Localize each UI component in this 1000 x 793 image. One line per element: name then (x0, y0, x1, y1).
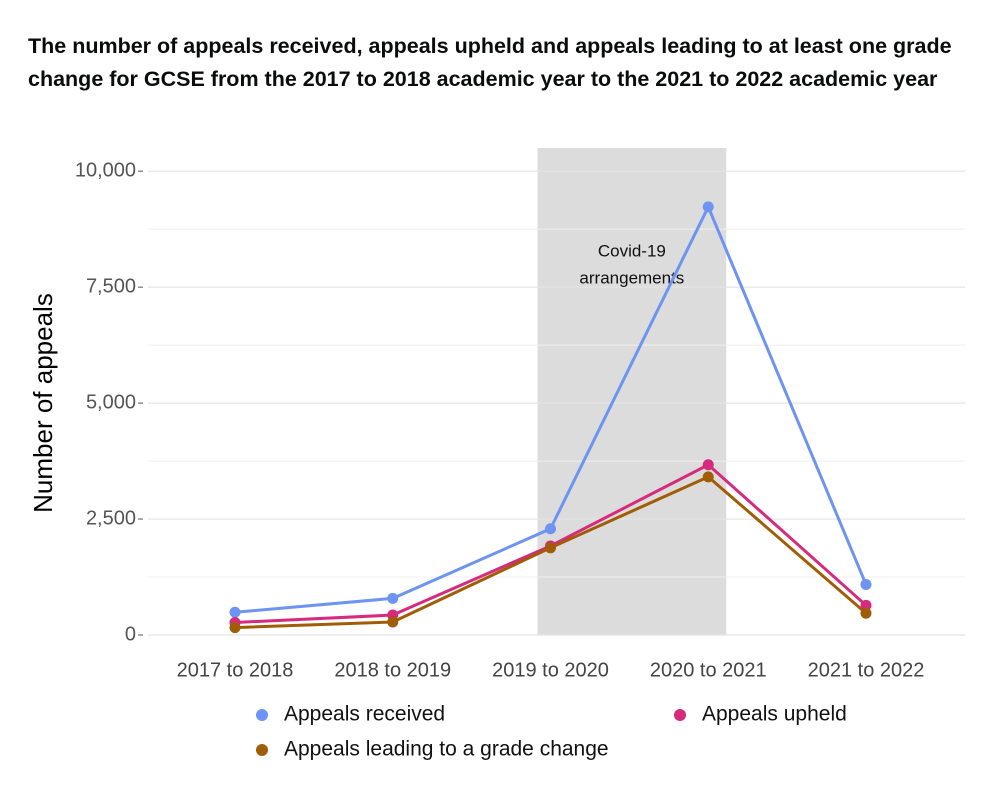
y-tick-label: 7,500 (86, 275, 136, 297)
data-point (860, 607, 872, 619)
annotation: arrangements (579, 268, 684, 287)
data-point (860, 599, 872, 611)
y-tick-label: 10,000 (75, 159, 136, 181)
data-point (702, 201, 714, 213)
data-point (387, 592, 399, 604)
data-point (545, 523, 556, 535)
data-point (702, 471, 714, 483)
data-point (229, 622, 241, 634)
legend-label: Appeals upheld (702, 703, 847, 726)
legend-label: Appeals received (284, 703, 445, 726)
legend-marker (674, 709, 686, 721)
legend-marker (256, 709, 268, 721)
y-tick-label: 5,000 (86, 391, 136, 413)
x-tick-label: 2017 to 2018 (177, 659, 294, 681)
highlight-band (537, 148, 727, 635)
y-tick-label: 2,500 (86, 507, 136, 529)
annotation: Covid-19 (598, 241, 666, 260)
legend-marker (256, 744, 268, 756)
data-point (702, 459, 714, 471)
data-point (229, 606, 241, 618)
x-tick-label: 2021 to 2022 (808, 659, 925, 681)
data-point (545, 542, 556, 554)
x-tick-label: 2020 to 2021 (650, 659, 767, 681)
x-tick-label: 2019 to 2020 (492, 659, 609, 681)
data-point (387, 616, 399, 628)
chart-title: The number of appeals received, appeals … (28, 34, 952, 91)
data-point (860, 578, 872, 590)
y-tick-label: 0 (125, 623, 136, 645)
legend-label: Appeals leading to a grade change (284, 738, 609, 761)
y-axis-label: Number of appeals (28, 293, 58, 513)
x-tick-label: 2018 to 2019 (334, 659, 451, 681)
